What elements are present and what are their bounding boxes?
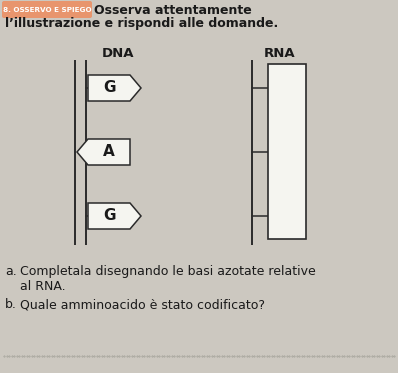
Text: A: A — [103, 144, 115, 160]
Text: DNA: DNA — [102, 47, 134, 60]
Text: al RNA.: al RNA. — [20, 280, 66, 293]
Bar — [268, 64, 306, 239]
Text: Quale amminoacido è stato codificato?: Quale amminoacido è stato codificato? — [20, 298, 265, 311]
Text: Osserva attentamente: Osserva attentamente — [94, 4, 252, 17]
Text: RNA: RNA — [264, 47, 296, 60]
Text: a.: a. — [5, 265, 17, 278]
Text: 8. OSSERVO E SPIEGO: 8. OSSERVO E SPIEGO — [3, 6, 91, 13]
Polygon shape — [88, 75, 141, 101]
FancyBboxPatch shape — [2, 1, 92, 18]
Text: G: G — [103, 209, 115, 223]
Text: b.: b. — [5, 298, 17, 311]
Text: l’illustrazione e rispondi alle domande.: l’illustrazione e rispondi alle domande. — [5, 17, 278, 30]
Polygon shape — [77, 139, 130, 165]
Text: Completala disegnando le basi azotate relative: Completala disegnando le basi azotate re… — [20, 265, 316, 278]
Text: G: G — [103, 81, 115, 95]
Polygon shape — [88, 203, 141, 229]
